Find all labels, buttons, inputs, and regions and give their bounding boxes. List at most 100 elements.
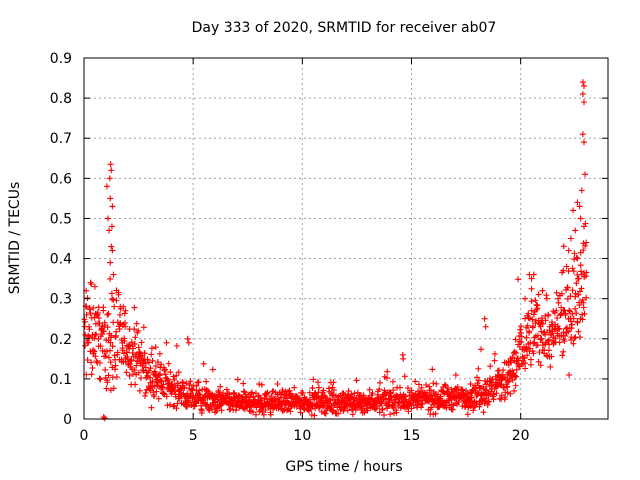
data-point — [173, 372, 180, 379]
data-point — [524, 322, 531, 329]
data-point — [574, 255, 581, 262]
data-point — [107, 259, 114, 266]
data-point — [569, 310, 576, 317]
data-point — [580, 247, 587, 254]
data-point — [163, 393, 170, 400]
data-point — [152, 363, 159, 370]
data-point — [101, 415, 108, 422]
data-point — [454, 384, 461, 391]
data-point — [100, 328, 107, 335]
data-point — [387, 411, 394, 418]
data-point — [569, 321, 576, 328]
data-point — [578, 285, 585, 292]
data-point — [512, 336, 519, 343]
data-point — [148, 345, 155, 352]
data-point — [528, 307, 535, 314]
data-point — [107, 195, 114, 202]
data-point — [582, 171, 589, 178]
data-point — [579, 79, 586, 86]
data-point — [553, 289, 560, 296]
data-point — [558, 290, 565, 297]
data-point — [115, 323, 122, 330]
data-point — [437, 393, 444, 400]
data-point — [123, 369, 130, 376]
plot-frame — [83, 57, 609, 420]
data-point — [547, 363, 554, 370]
data-point — [579, 131, 586, 138]
data-point — [151, 393, 158, 400]
data-point — [130, 345, 137, 352]
data-point — [432, 410, 439, 417]
data-point — [102, 366, 109, 373]
y-tick-label: 0.6 — [50, 171, 72, 187]
data-point — [418, 384, 425, 391]
data-point — [89, 365, 96, 372]
data-point — [227, 405, 234, 412]
data-point — [530, 350, 537, 357]
data-point — [515, 362, 522, 369]
data-point — [535, 291, 542, 298]
data-point — [319, 403, 326, 410]
data-point — [109, 247, 116, 254]
data-point — [379, 406, 386, 413]
data-point — [212, 409, 219, 416]
data-point — [555, 299, 562, 306]
data-point — [565, 247, 572, 254]
data-point — [153, 388, 160, 395]
data-point — [481, 315, 488, 322]
data-point — [382, 396, 389, 403]
data-point — [310, 376, 317, 383]
data-point — [131, 367, 138, 374]
data-point — [419, 401, 426, 408]
data-point — [113, 297, 120, 304]
data-point — [517, 323, 524, 330]
data-point — [189, 386, 196, 393]
data-point — [534, 342, 541, 349]
y-tick-label: 0.4 — [50, 252, 72, 268]
data-point — [100, 304, 107, 311]
data-point — [110, 385, 117, 392]
data-point — [518, 339, 525, 346]
data-point — [104, 311, 111, 318]
data-point — [396, 384, 403, 391]
grid-lines — [84, 58, 608, 419]
data-point — [534, 332, 541, 339]
data-point — [464, 411, 471, 418]
data-point — [474, 374, 480, 381]
data-point — [348, 391, 355, 398]
data-point — [482, 323, 489, 330]
data-point — [165, 360, 172, 367]
data-point — [425, 397, 432, 404]
data-point — [162, 371, 169, 378]
data-point — [500, 384, 507, 391]
data-point — [312, 405, 319, 412]
data-point — [144, 356, 151, 363]
data-point — [533, 301, 540, 308]
data-point — [527, 361, 534, 368]
data-point — [580, 304, 587, 311]
y-tick-label: 0.7 — [50, 131, 72, 147]
data-point — [157, 370, 164, 377]
data-point — [487, 363, 494, 370]
data-point — [127, 360, 134, 367]
data-point — [521, 355, 528, 362]
data-point — [128, 366, 135, 373]
data-point — [106, 354, 113, 361]
data-point — [524, 352, 531, 359]
data-point — [142, 392, 149, 399]
data-point — [430, 380, 437, 387]
data-point — [126, 372, 133, 379]
data-point — [583, 269, 590, 276]
data-point — [559, 352, 566, 359]
data-point — [581, 310, 588, 317]
data-point — [530, 340, 537, 347]
data-point — [106, 175, 113, 182]
data-point — [107, 339, 114, 346]
data-point — [478, 346, 485, 353]
data-point — [171, 376, 178, 383]
data-point — [105, 215, 112, 222]
data-point — [376, 386, 383, 393]
data-point — [258, 381, 265, 388]
x-axis-label: GPS time / hours — [285, 459, 402, 475]
data-point — [568, 318, 575, 325]
